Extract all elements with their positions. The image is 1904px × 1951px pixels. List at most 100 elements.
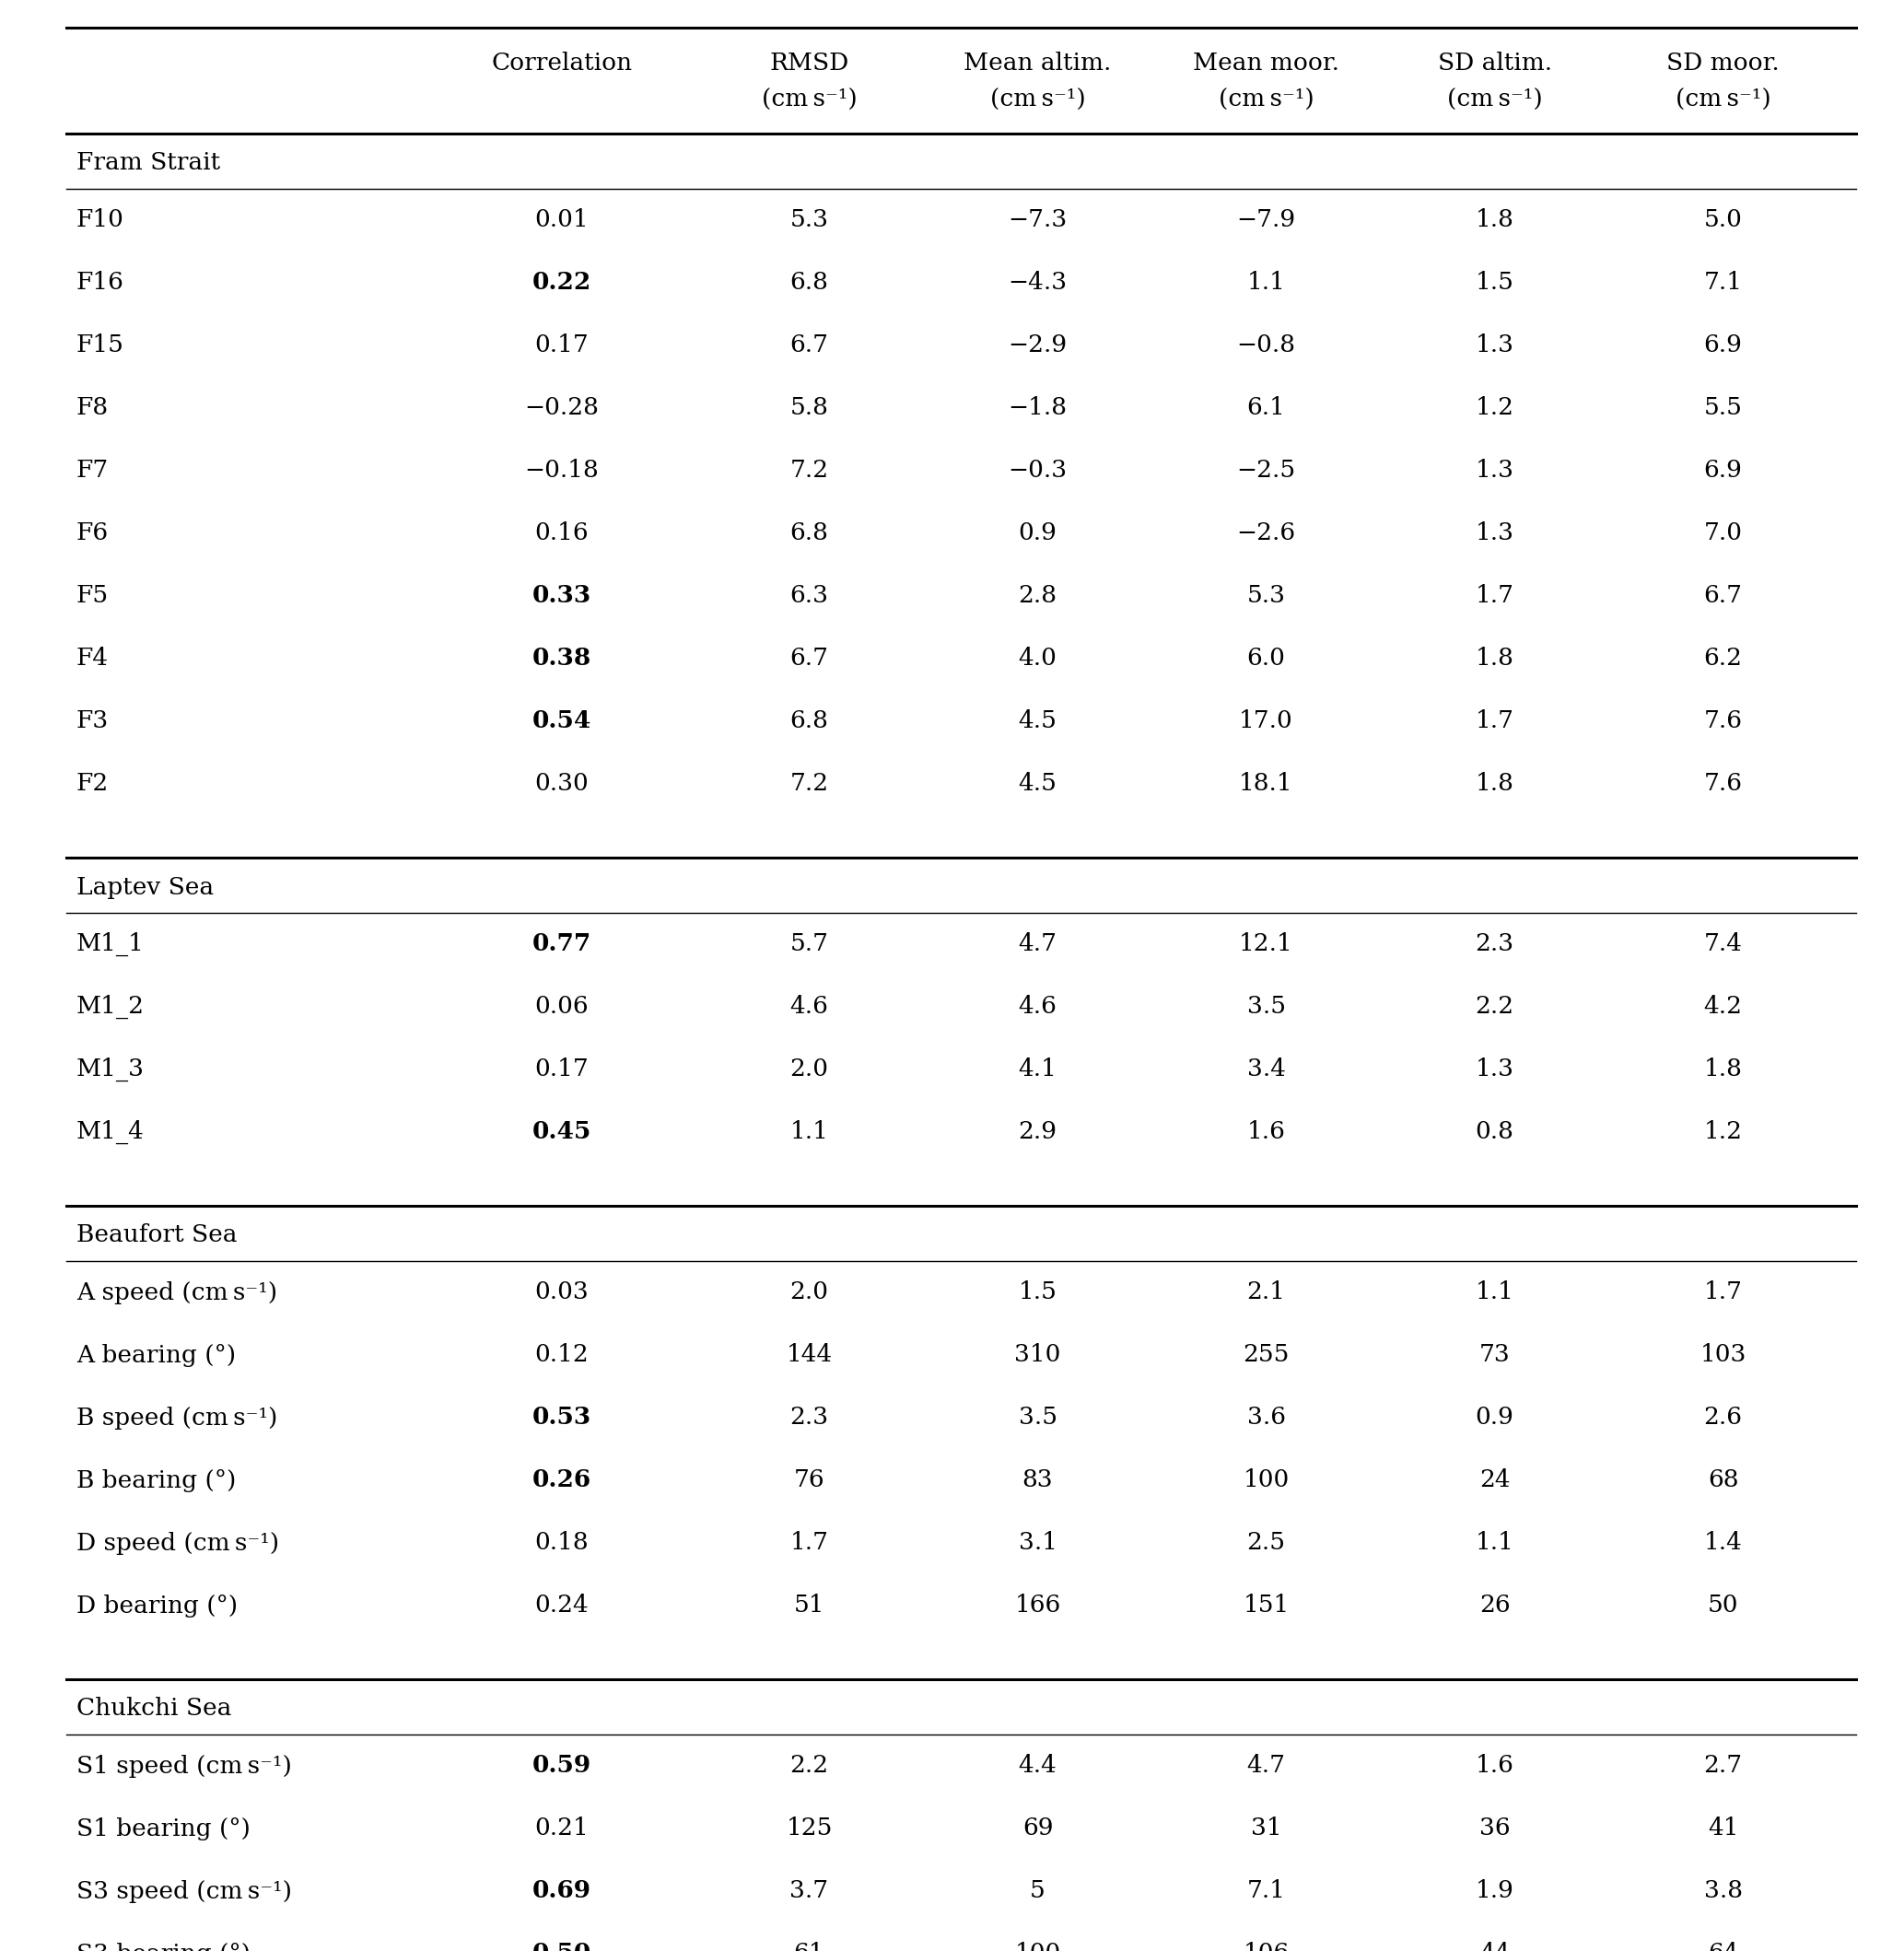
Text: 1.2: 1.2: [1704, 1120, 1742, 1143]
Text: −1.8: −1.8: [1009, 396, 1066, 419]
Text: 0.12: 0.12: [535, 1344, 588, 1366]
Text: 5.5: 5.5: [1704, 396, 1742, 419]
Text: 69: 69: [1022, 1816, 1053, 1840]
Text: −0.18: −0.18: [524, 458, 600, 482]
Text: (cm s⁻¹): (cm s⁻¹): [1219, 88, 1314, 111]
Text: S3 bearing (°): S3 bearing (°): [76, 1943, 249, 1951]
Text: 0.30: 0.30: [535, 773, 588, 796]
Text: 2.7: 2.7: [1704, 1754, 1742, 1777]
Text: 18.1: 18.1: [1240, 773, 1293, 796]
Text: 1.4: 1.4: [1704, 1532, 1742, 1555]
Text: 4.7: 4.7: [1019, 933, 1057, 956]
Text: F16: F16: [76, 271, 124, 295]
Text: Mean altim.: Mean altim.: [963, 51, 1112, 74]
Text: 4.6: 4.6: [790, 995, 828, 1018]
Text: 73: 73: [1479, 1344, 1510, 1366]
Text: Correlation: Correlation: [491, 51, 632, 74]
Text: 2.9: 2.9: [1019, 1120, 1057, 1143]
Text: 0.8: 0.8: [1476, 1120, 1514, 1143]
Text: 255: 255: [1243, 1344, 1289, 1366]
Text: 5.0: 5.0: [1704, 209, 1742, 232]
Text: 2.8: 2.8: [1019, 585, 1057, 607]
Text: 0.50: 0.50: [531, 1943, 592, 1951]
Text: 5.3: 5.3: [1247, 585, 1285, 607]
Text: 1.1: 1.1: [790, 1120, 828, 1143]
Text: 2.5: 2.5: [1247, 1532, 1285, 1555]
Text: 1.7: 1.7: [1704, 1282, 1742, 1303]
Text: 64: 64: [1708, 1943, 1738, 1951]
Text: B bearing (°): B bearing (°): [76, 1469, 236, 1493]
Text: 6.7: 6.7: [790, 334, 828, 357]
Text: 4.7: 4.7: [1247, 1754, 1285, 1777]
Text: 1.1: 1.1: [1247, 271, 1285, 295]
Text: 51: 51: [794, 1594, 824, 1617]
Text: 1.3: 1.3: [1476, 334, 1514, 357]
Text: −7.9: −7.9: [1236, 209, 1297, 232]
Text: 3.7: 3.7: [790, 1879, 828, 1902]
Text: 1.2: 1.2: [1476, 396, 1514, 419]
Text: RMSD: RMSD: [769, 51, 849, 74]
Text: 1.6: 1.6: [1247, 1120, 1285, 1143]
Text: 4.6: 4.6: [1019, 995, 1057, 1018]
Text: 144: 144: [786, 1344, 832, 1366]
Text: 0.18: 0.18: [535, 1532, 588, 1555]
Text: 0.9: 0.9: [1019, 521, 1057, 544]
Text: 6.8: 6.8: [790, 271, 828, 295]
Text: −2.5: −2.5: [1236, 458, 1297, 482]
Text: −2.6: −2.6: [1236, 521, 1297, 544]
Text: 0.77: 0.77: [531, 933, 592, 956]
Text: 4.2: 4.2: [1704, 995, 1742, 1018]
Text: 6.0: 6.0: [1247, 648, 1285, 669]
Text: 166: 166: [1015, 1594, 1061, 1617]
Text: 6.1: 6.1: [1247, 396, 1285, 419]
Text: 3.8: 3.8: [1704, 1879, 1742, 1902]
Text: 24: 24: [1479, 1469, 1510, 1493]
Text: 7.0: 7.0: [1704, 521, 1742, 544]
Text: 5.7: 5.7: [790, 933, 828, 956]
Text: D speed (cm s⁻¹): D speed (cm s⁻¹): [76, 1532, 278, 1555]
Text: 0.45: 0.45: [531, 1120, 592, 1143]
Text: SD moor.: SD moor.: [1666, 51, 1780, 74]
Text: (cm s⁻¹): (cm s⁻¹): [1676, 88, 1771, 111]
Text: 7.6: 7.6: [1704, 773, 1742, 796]
Text: (cm s⁻¹): (cm s⁻¹): [762, 88, 857, 111]
Text: 0.17: 0.17: [535, 334, 588, 357]
Text: M1_2: M1_2: [76, 995, 145, 1018]
Text: 1.5: 1.5: [1019, 1282, 1057, 1303]
Text: 6.2: 6.2: [1704, 648, 1742, 669]
Text: 6.8: 6.8: [790, 710, 828, 734]
Text: −7.3: −7.3: [1007, 209, 1068, 232]
Text: M1_1: M1_1: [76, 933, 145, 956]
Text: 3.6: 3.6: [1247, 1407, 1285, 1430]
Text: 0.01: 0.01: [535, 209, 588, 232]
Text: F6: F6: [76, 521, 109, 544]
Text: 103: 103: [1700, 1344, 1746, 1366]
Text: Mean moor.: Mean moor.: [1194, 51, 1339, 74]
Text: 151: 151: [1243, 1594, 1289, 1617]
Text: 100: 100: [1015, 1943, 1061, 1951]
Text: F8: F8: [76, 396, 109, 419]
Text: 2.3: 2.3: [790, 1407, 828, 1430]
Text: 31: 31: [1251, 1816, 1281, 1840]
Text: Laptev Sea: Laptev Sea: [76, 876, 213, 899]
Text: SD altim.: SD altim.: [1438, 51, 1552, 74]
Text: 7.1: 7.1: [1247, 1879, 1285, 1902]
Text: 7.1: 7.1: [1704, 271, 1742, 295]
Text: 0.54: 0.54: [531, 710, 592, 734]
Text: 2.3: 2.3: [1476, 933, 1514, 956]
Text: A speed (cm s⁻¹): A speed (cm s⁻¹): [76, 1282, 278, 1303]
Text: S3 speed (cm s⁻¹): S3 speed (cm s⁻¹): [76, 1879, 291, 1902]
Text: 3.4: 3.4: [1247, 1057, 1285, 1081]
Text: 1.8: 1.8: [1476, 648, 1514, 669]
Text: M1_4: M1_4: [76, 1120, 145, 1143]
Text: 0.17: 0.17: [535, 1057, 588, 1081]
Text: (cm s⁻¹): (cm s⁻¹): [990, 88, 1085, 111]
Text: 3.5: 3.5: [1019, 1407, 1057, 1430]
Text: 1.9: 1.9: [1476, 1879, 1514, 1902]
Text: 1.7: 1.7: [790, 1532, 828, 1555]
Text: 0.26: 0.26: [531, 1469, 592, 1493]
Text: 1.7: 1.7: [1476, 585, 1514, 607]
Text: 41: 41: [1708, 1816, 1738, 1840]
Text: 6.8: 6.8: [790, 521, 828, 544]
Text: 2.0: 2.0: [790, 1057, 828, 1081]
